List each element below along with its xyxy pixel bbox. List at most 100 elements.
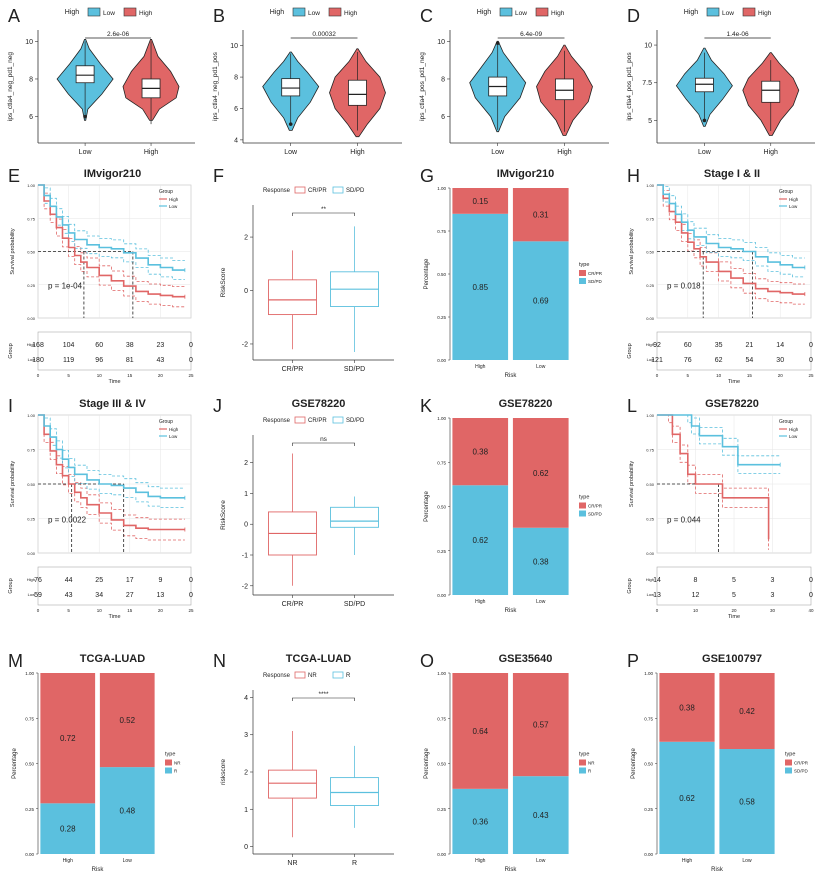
y-axis-label: Percentage	[424, 748, 430, 779]
p-value-label: 2.6e-06	[107, 31, 129, 38]
panel-N: N TCGA-LUAD Response NR R 0 1 2 3 4 riskscore NR R **…	[213, 651, 394, 867]
legend: type NR R	[579, 752, 595, 774]
bar-segment-cr-pr	[719, 673, 775, 750]
sig-bracket	[292, 442, 355, 446]
x-tick-label: CR/PR	[282, 601, 304, 608]
panel-letter-F: F	[213, 166, 224, 186]
x-tick-label: 15	[127, 608, 133, 613]
y-tick-label: 10	[437, 39, 445, 46]
y-tick-label: 0.00	[646, 316, 655, 321]
legend-title: High	[270, 9, 285, 16]
y-tick-label: 0.25	[646, 517, 655, 522]
y-tick-label: 0.50	[27, 482, 36, 487]
panel-G: G IMvigor210 0.00 0.25 0.50 0.75 1.00 Percentag…	[420, 166, 603, 379]
bar-segment-r	[40, 803, 96, 854]
y-tick-label: 1.00	[25, 671, 34, 676]
panel-I: I Stage III & IV 0.00 0.25 0.50 0.75 1.00 Survi…	[8, 396, 194, 620]
y-axis-label: Percentage	[424, 258, 430, 289]
significance-label: ****	[318, 691, 329, 698]
legend-label: NR	[174, 761, 181, 766]
panel-K: K GSE78220 0.00 0.25 0.50 0.75 1.00 Percentage 0…	[420, 396, 603, 614]
panel-F: F Response CR/PR SD/PD -2 0 2 RiskScore CR/PR SD/…	[213, 166, 394, 373]
legend: Group High Low	[779, 419, 799, 439]
x-tick-label: Low	[536, 599, 546, 605]
legend: type CR/PR SD/PD	[579, 262, 603, 284]
data-label: 0.38	[533, 557, 549, 566]
y-tick-label: 0.25	[27, 283, 36, 288]
x-tick-label: R	[352, 860, 357, 867]
risk-table-axis-label: Group	[627, 578, 633, 593]
y-tick-label: 1.00	[27, 183, 36, 188]
y-axis-label: ips_ctla4_neg_pd1_pos	[212, 51, 219, 120]
y-axis-label: ips_ctla4_neg_pd1_neg	[7, 52, 14, 121]
x-tick-label: NR	[287, 860, 297, 867]
risk-count: 0	[809, 577, 813, 584]
x-tick-label: High	[475, 364, 486, 370]
data-label: 0.38	[679, 703, 695, 712]
outlier-point	[288, 122, 293, 126]
x-tick-label: Low	[742, 858, 752, 864]
y-tick-label: 1.00	[437, 186, 446, 191]
legend-label: Low	[515, 10, 527, 17]
legend-key-sd-pd	[579, 510, 586, 517]
x-tick-label: Low	[284, 149, 298, 156]
box-sd-pd	[330, 506, 379, 528]
bar-segment-r	[512, 776, 569, 854]
data-label: 0.58	[739, 798, 755, 807]
risk-count: 5	[732, 577, 736, 584]
risk-count: 14	[776, 342, 784, 349]
box	[555, 78, 574, 101]
x-tick-label: SD/PD	[344, 366, 365, 373]
survival-curve-high	[38, 414, 185, 531]
x-axis-label: Risk	[505, 608, 518, 614]
risk-row-label: Low	[28, 592, 35, 597]
bar-segment-r	[452, 788, 509, 854]
y-tick-label: 0.25	[437, 549, 446, 554]
y-tick-label: 1.00	[644, 671, 653, 676]
risk-count: 60	[95, 342, 103, 349]
ci-band-high	[657, 184, 805, 285]
x-tick-label: High	[557, 149, 572, 156]
bar-segment-sd-pd	[659, 741, 715, 854]
bar-segment-nr	[452, 673, 509, 789]
legend-key-r	[332, 671, 344, 679]
y-tick-label: 7.5	[642, 80, 652, 87]
p-value-label: p = 1e-04	[48, 282, 83, 291]
legend-key-cr-pr	[785, 759, 792, 766]
risk-count: 104	[63, 342, 75, 349]
x-tick-label: High	[350, 149, 365, 156]
panel-title: TCGA-LUAD	[286, 653, 351, 665]
y-tick-label: 1.00	[437, 671, 446, 676]
x-axis-label: Time	[728, 614, 740, 620]
panel-title: GSE78220	[499, 398, 553, 410]
y-tick-label: 0.75	[437, 460, 446, 465]
data-label: 0.72	[60, 734, 76, 743]
y-tick-label: 0.75	[644, 716, 653, 721]
risk-count: 21	[746, 342, 754, 349]
risk-count: 59	[34, 592, 42, 599]
panel-title: Stage III & IV	[79, 398, 146, 410]
y-tick-label: 0.75	[646, 216, 655, 221]
x-tick-label: 0	[37, 608, 40, 613]
legend-label: High	[758, 10, 772, 17]
risk-count: 8	[694, 577, 698, 584]
y-axis-label: riskscore	[220, 759, 227, 785]
y-tick-label: 0.75	[27, 448, 36, 453]
risk-count: 60	[684, 342, 692, 349]
y-tick-label: 0.00	[437, 358, 446, 363]
risk-count: 13	[653, 592, 661, 599]
legend-label: High	[551, 10, 565, 17]
panel-letter-M: M	[8, 651, 23, 671]
legend-title: Response	[263, 188, 291, 194]
panel-letter-C: C	[420, 6, 433, 26]
legend: type CR/PR SD/PD	[579, 495, 603, 517]
risk-count: 0	[189, 592, 193, 599]
y-tick-label: 10	[644, 43, 652, 50]
y-tick-label: 0	[244, 288, 248, 295]
y-tick-label: 0.00	[27, 551, 36, 556]
legend-key-sd-pd	[332, 186, 344, 194]
risk-row-label: Low	[28, 357, 35, 362]
legend-title: type	[579, 752, 589, 758]
risk-count: 76	[684, 357, 692, 364]
